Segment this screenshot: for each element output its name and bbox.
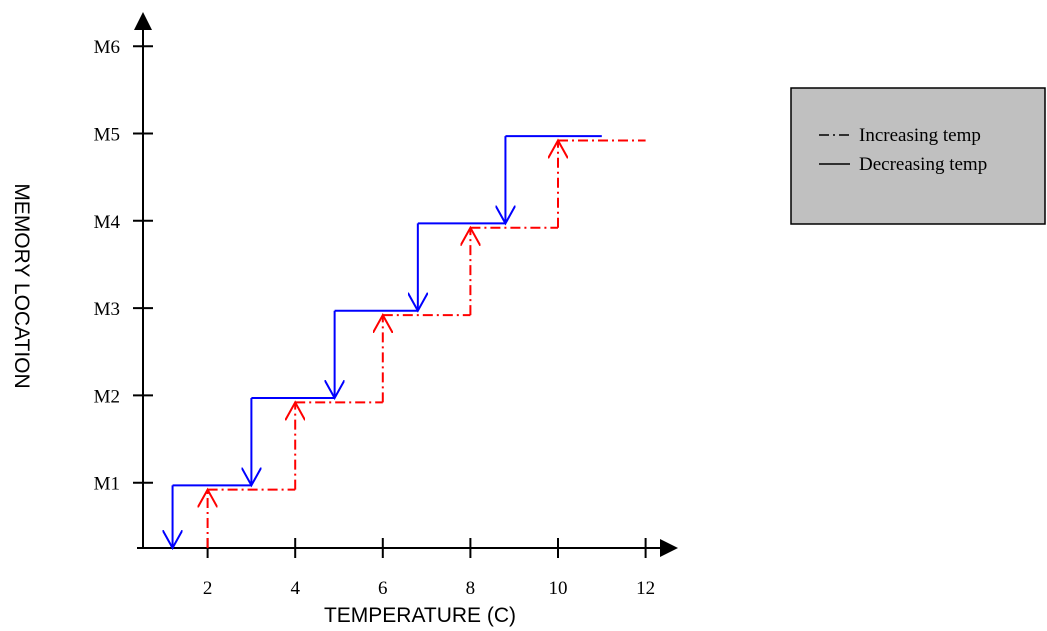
x-tick-label-6: 6 <box>378 578 388 599</box>
x-tick-label-8: 8 <box>466 578 476 599</box>
y-tick-label-m4: M4 <box>94 212 121 233</box>
legend: Increasing temp Decreasing temp <box>790 87 1046 225</box>
y-tick-label-m1: M1 <box>94 474 120 495</box>
series-decreasing <box>173 135 602 548</box>
x-axis-arrowhead <box>660 539 678 557</box>
series-increasing <box>208 140 646 548</box>
y-tick-label-m6: M6 <box>94 37 120 58</box>
y-axis-arrowhead <box>134 12 152 30</box>
y-axis-title: MEMORY LOCATION <box>10 183 33 388</box>
axes <box>134 12 678 557</box>
y-tick-label-m2: M2 <box>94 386 120 407</box>
legend-box <box>790 87 1046 225</box>
legend-label-increasing: Increasing temp <box>859 125 981 146</box>
y-ticks: M1 M2 M3 M4 M5 M6 <box>94 37 153 495</box>
x-tick-label-4: 4 <box>290 578 300 599</box>
legend-label-decreasing: Decreasing temp <box>859 154 987 175</box>
x-ticks: 2 4 6 8 10 12 <box>203 538 655 599</box>
y-tick-label-m3: M3 <box>94 299 120 320</box>
x-tick-label-12: 12 <box>636 578 655 599</box>
x-tick-label-2: 2 <box>203 578 213 599</box>
y-tick-label-m5: M5 <box>94 125 120 146</box>
x-axis-title: TEMPERATURE (C) <box>324 604 516 627</box>
series-layer <box>173 135 646 548</box>
x-tick-label-10: 10 <box>549 578 568 599</box>
